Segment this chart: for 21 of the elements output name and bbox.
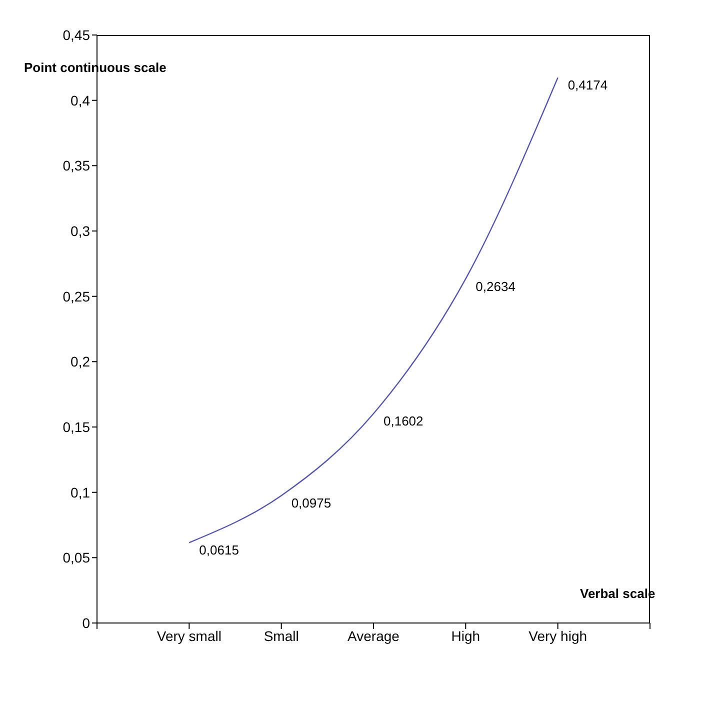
y-tick-label: 0,35 (62, 158, 90, 174)
y-tick-label: 0,05 (62, 550, 90, 566)
x-tick-label: Small (264, 628, 299, 644)
data-label: 0,4174 (568, 78, 608, 93)
y-tick-label: 0,15 (62, 418, 90, 435)
data-label: 0,2634 (476, 278, 516, 294)
data-label: 0,1602 (384, 414, 424, 429)
y-tick-label: 0,1 (70, 484, 90, 500)
data-label: 0,0615 (199, 542, 239, 558)
y-tick-label: 0,4 (70, 92, 90, 108)
line-series (188, 76, 558, 544)
y-tick-label: 0 (82, 614, 90, 631)
x-tick-label: Average (348, 628, 400, 644)
x-tick-label: Very high (528, 628, 588, 644)
y-tick-label: 0,3 (70, 222, 90, 239)
x-tick-label: Very small (156, 628, 222, 644)
data-label: 0,0975 (291, 496, 332, 511)
y-tick-label: 0,25 (62, 288, 90, 304)
y-tick-label: 0,45 (62, 26, 90, 43)
y-tick-label: 0,2 (70, 354, 90, 370)
x-tick-label: High (451, 628, 480, 644)
